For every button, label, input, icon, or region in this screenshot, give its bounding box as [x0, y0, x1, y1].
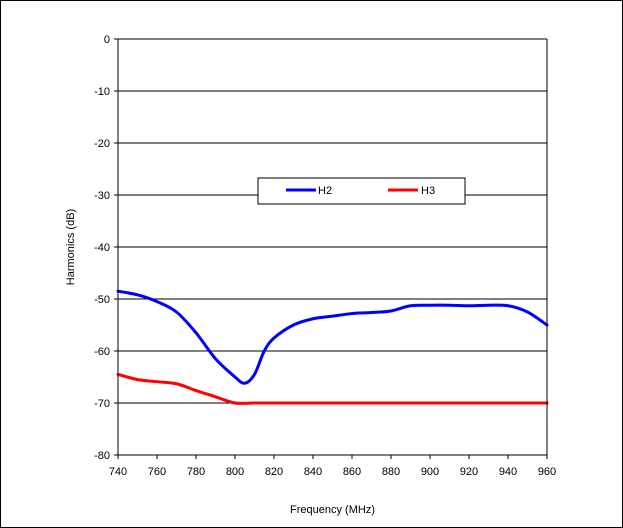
axes	[114, 38, 548, 459]
y-tick-label: -80	[94, 450, 110, 462]
legend: H2 H3	[257, 177, 466, 205]
series-line-h3	[116, 372, 549, 405]
y-tick-label: -30	[94, 190, 110, 202]
x-tick-labels: 740 760 780 800 820 840 860 880 900 920 940 960	[109, 466, 556, 478]
x-tick-label: 900	[421, 466, 439, 478]
x-tick-label: 880	[382, 466, 400, 478]
x-axis-title: Frequency (MHz)	[290, 504, 375, 516]
x-tick-label: 840	[304, 466, 322, 478]
x-tick-label: 860	[343, 466, 361, 478]
series-line-h2	[116, 289, 549, 385]
y-axis-title: Harmonics (dB)	[65, 209, 77, 285]
x-tick-label: 960	[538, 466, 556, 478]
y-tick-label: -20	[94, 138, 110, 150]
legend-label-h3: H3	[421, 185, 435, 197]
x-tick-label: 820	[265, 466, 283, 478]
y-tick-label: -10	[94, 86, 110, 98]
x-tick-label: 800	[226, 466, 244, 478]
x-tick-label: 940	[499, 466, 517, 478]
y-tick-labels: 0 -10 -20 -30 -40 -50 -60 -70 -80	[94, 34, 110, 462]
y-tick-label: -70	[94, 398, 110, 410]
y-tick-label: -60	[94, 346, 110, 358]
series-lines	[116, 289, 549, 405]
legend-label-h2: H2	[318, 185, 332, 197]
y-tick-label: 0	[104, 34, 110, 46]
grid-lines	[118, 38, 547, 456]
y-tick-label: -40	[94, 242, 110, 254]
x-tick-label: 920	[460, 466, 478, 478]
y-tick-label: -50	[94, 294, 110, 306]
x-tick-label: 740	[109, 466, 127, 478]
x-tick-label: 760	[148, 466, 166, 478]
x-tick-label: 780	[187, 466, 205, 478]
